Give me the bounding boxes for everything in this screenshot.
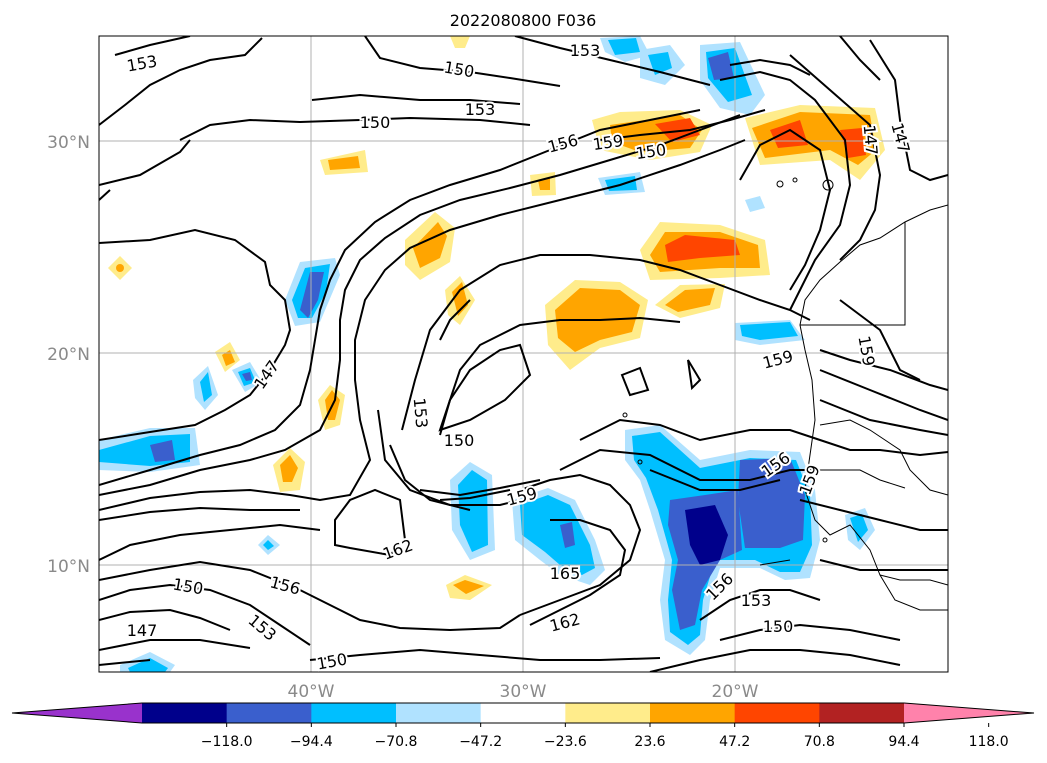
colorbar-segment xyxy=(480,703,566,723)
colorbar-tick-label: −70.8 xyxy=(375,734,418,750)
height-contours xyxy=(99,36,948,672)
colorbar-tick-label: −118.0 xyxy=(201,734,253,750)
contour-label: 150 xyxy=(360,113,391,132)
colorbar-tick-label: 47.2 xyxy=(719,734,750,750)
colorbar-segment xyxy=(226,703,312,723)
contour-label: 165 xyxy=(550,564,581,583)
map-border xyxy=(98,35,949,673)
contour-label: 150 xyxy=(444,431,475,450)
colorbar-tick-label: −47.2 xyxy=(459,734,502,750)
colorbar-tick-label: 94.4 xyxy=(888,734,919,750)
colorbar-extend-low xyxy=(12,703,142,723)
colorbar-segment xyxy=(565,703,651,723)
lat-label-10n: 10°N xyxy=(47,557,90,577)
colorbar-segment xyxy=(650,703,736,723)
contour-label: 153 xyxy=(570,41,601,60)
lon-label-20w: 20°W xyxy=(712,682,759,702)
colorbar-segment xyxy=(311,703,397,723)
lat-label-20n: 20°N xyxy=(47,345,90,365)
lon-label-40w: 40°W xyxy=(288,682,335,702)
colorbar-tick-label: −23.6 xyxy=(544,734,587,750)
contour-label: 150 xyxy=(763,617,794,636)
coastlines xyxy=(622,177,948,611)
colorbar-outline xyxy=(11,702,1035,724)
contour-label: 150 xyxy=(171,574,204,598)
contour-label: 153 xyxy=(410,397,432,429)
contour-label: 153 xyxy=(465,100,496,119)
colorbar: −118.0 −94.4 −70.8 −47.2 −23.6 23.6 47.2 70.8 94… xyxy=(11,702,1035,750)
colorbar-segment xyxy=(396,703,482,723)
lon-label-30w: 30°W xyxy=(500,682,547,702)
colorbar-tick-label: 70.8 xyxy=(804,734,835,750)
colorbar-segment xyxy=(142,703,228,723)
contour-label: 147 xyxy=(127,621,158,640)
shaded-fields xyxy=(99,36,885,672)
chart-title: 2022080800 F036 xyxy=(450,11,597,30)
colorbar-segment xyxy=(819,703,905,723)
contour-label: 147 xyxy=(860,124,882,156)
colorbar-tick-label: 23.6 xyxy=(634,734,665,750)
colorbar-tick-label: 118.0 xyxy=(969,734,1009,750)
lat-label-30n: 30°N xyxy=(47,133,90,153)
colorbar-segment xyxy=(734,703,820,723)
contour-label: 153 xyxy=(741,591,772,610)
colorbar-tick-label: −94.4 xyxy=(290,734,333,750)
colorbar-extend-high xyxy=(904,703,1034,723)
